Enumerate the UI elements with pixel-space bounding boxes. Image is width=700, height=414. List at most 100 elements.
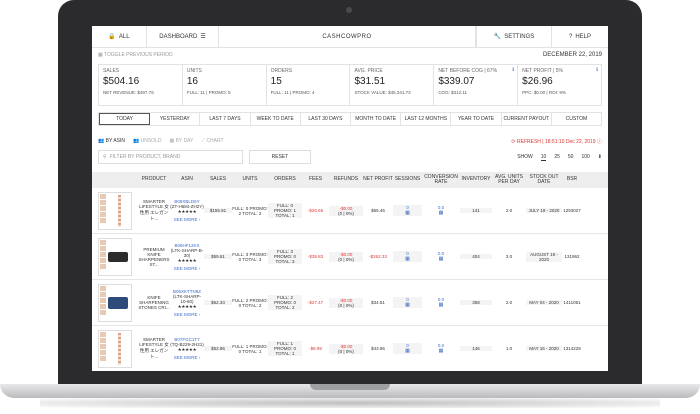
refunds-sub: (0 | 0%) xyxy=(338,302,354,308)
column-header[interactable]: REFUNDS xyxy=(333,176,359,183)
column-header[interactable]: UNITS xyxy=(242,176,258,183)
summary-card: SALES $504.16 NET REVENUE: $497.76 xyxy=(99,65,183,105)
calendar-icon[interactable]: ▦ xyxy=(405,348,410,354)
show-option-100[interactable]: 100 xyxy=(581,154,590,160)
period-tab[interactable]: CUSTOM xyxy=(565,116,588,122)
column-header[interactable]: SESSIONS xyxy=(394,176,421,183)
column-header[interactable]: NET PROFIT xyxy=(363,176,393,183)
asin-link[interactable]: B07FGC1T7 xyxy=(174,337,200,342)
product-thumbnail[interactable] xyxy=(98,237,132,276)
column-header[interactable]: SALES xyxy=(209,176,227,183)
chart-view[interactable]: ⟋ CHART xyxy=(201,138,223,144)
info-icon[interactable]: ℹ xyxy=(596,67,598,73)
avg-units-cell: 2.0 xyxy=(505,300,513,305)
see-more-link[interactable]: SEE MORE › xyxy=(173,311,201,317)
see-more-label: SEE MORE xyxy=(173,311,198,317)
refresh-button[interactable]: ⟳ REFRESH | 18:51:10 Dec 22, 2019 ⓘ xyxy=(511,138,602,145)
refunds-value: -$0.00 xyxy=(339,343,353,349)
net-profit-cell: $43.96 xyxy=(371,346,385,351)
sessions-cell: 0 ▦ xyxy=(393,343,422,354)
sharpener-image xyxy=(108,251,128,262)
filter-row: ⚲ FILTER BY PRODUCT, BRAND RESET SHOW 10… xyxy=(92,150,608,164)
see-more-label: SEE MORE xyxy=(173,217,198,222)
asin-link[interactable]: B09HF12KX xyxy=(174,242,200,248)
see-more-link[interactable]: SEE MORE › xyxy=(173,355,201,360)
table-row[interactable]: PREMIUM KNIFE SHARPENERS ST... B09HF12KX… xyxy=(92,234,608,280)
product-thumbnail[interactable] xyxy=(98,283,132,322)
bsr-cell: 1411051 xyxy=(563,300,581,305)
show-option-25[interactable]: 25 xyxy=(554,154,560,160)
card-value: $504.16 xyxy=(103,76,140,87)
dashboard-menu[interactable]: DASHBOARD ☰ xyxy=(147,26,219,47)
by-day-view[interactable]: ▦ BY DAY xyxy=(169,138,193,144)
card-sub: FULL: 11 | PROMO: 4 xyxy=(270,90,315,95)
column-header[interactable]: ASIN xyxy=(181,176,193,183)
table-row[interactable]: SMARTER LIFESTYLE 女性用 エレガント... B09XBLD6Y… xyxy=(92,188,608,234)
users-icon: 👥 xyxy=(133,138,140,144)
info-icon[interactable]: ℹ xyxy=(512,67,515,73)
column-header[interactable]: INVENTORY xyxy=(461,176,491,183)
sessions-cell: 0 ▦ xyxy=(393,297,422,308)
by-asin-view[interactable]: 👥 BY ASIN xyxy=(98,138,125,144)
rating-stars: ★★★★★ xyxy=(177,347,197,352)
calendar-icon[interactable]: ▦ xyxy=(438,256,444,262)
period-tab[interactable]: LAST 12 MONTHS xyxy=(401,113,452,125)
all-button[interactable]: 🔒 ALL xyxy=(92,26,147,47)
see-more-link[interactable]: SEE MORE › xyxy=(173,265,201,271)
see-more-label: SEE MORE xyxy=(173,265,198,271)
reset-button[interactable]: RESET xyxy=(249,150,311,164)
view-toggle-row: 👥 BY ASIN 👥 UNSOLD ▦ BY DAY ⟋ CHART ⟳ RE… xyxy=(92,136,608,146)
settings-button[interactable]: 🔧 SETTINGS xyxy=(476,26,552,47)
calendar-icon[interactable]: ▦ xyxy=(405,256,410,262)
period-tab[interactable]: CURRENT PAYOUT xyxy=(502,113,552,125)
show-option-10[interactable]: 10 xyxy=(540,153,547,161)
calendar-icon[interactable]: ▦ xyxy=(438,348,444,354)
stockout-cell: MAY 16 - 2020 xyxy=(526,346,562,351)
column-header[interactable]: BSR xyxy=(566,176,578,183)
asin-link[interactable]: B06XKTTN9Z xyxy=(172,288,201,294)
table-row[interactable]: KNIFE SHARPENING STONES CRI... B06XKTTN9… xyxy=(92,280,608,326)
card-sub: NET REVENUE: $497.76 xyxy=(103,90,154,95)
see-more-link[interactable]: SEE MORE › xyxy=(173,217,201,222)
product-name: SMARTER LIFESTYLE 女性用 エレガント... xyxy=(139,199,169,221)
period-tab[interactable]: TODAY xyxy=(99,113,151,125)
toggle-previous-period[interactable]: ▦ TOGGLE PREVIOUS PERIOD xyxy=(98,52,173,62)
calendar-icon[interactable]: ▦ xyxy=(405,210,410,216)
avg-units-cell: 2.0 xyxy=(505,208,513,213)
calendar-icon[interactable]: ▦ xyxy=(438,210,444,216)
period-tab[interactable]: YESTERDAY xyxy=(150,113,201,125)
table-row[interactable]: SMARTER LIFESTYLE 女性用 エレガント... B07FGC1T7… xyxy=(92,326,608,371)
period-tab[interactable]: LAST 7 DAYS xyxy=(200,113,251,125)
product-name: SMARTER LIFESTYLE 女性用 エレガント... xyxy=(139,337,169,359)
help-button[interactable]: ? HELP xyxy=(552,26,608,47)
column-header[interactable]: STOCK OUT DATE xyxy=(529,173,559,185)
card-label: NET PROFIT | 5% xyxy=(522,68,563,74)
inventory-cell: 404 xyxy=(460,254,492,259)
period-tab[interactable]: YEAR TO DATE xyxy=(451,113,502,125)
column-header[interactable]: CONVERSION RATE xyxy=(424,173,458,185)
unsold-view[interactable]: 👥 UNSOLD xyxy=(133,138,161,144)
product-thumbnail[interactable] xyxy=(98,191,132,230)
sales-cell: $59.61 xyxy=(204,254,232,259)
stockout-cell: MAY 04 - 2020 xyxy=(526,300,562,305)
avg-units-cell: 1.0 xyxy=(505,346,513,351)
asin-link[interactable]: B09XBLD6Y xyxy=(174,199,200,204)
refunds-sub: (0 | 0%) xyxy=(338,210,354,216)
settings-label: SETTINGS xyxy=(504,33,535,40)
column-header[interactable]: PRODUCT xyxy=(141,176,167,183)
thumbnail-strip xyxy=(100,239,106,276)
conversion-cell: 0.0 ▦ xyxy=(422,297,460,308)
show-option-50[interactable]: 50 xyxy=(567,154,574,160)
download-icon[interactable]: ⬇ xyxy=(597,154,602,160)
calendar-icon[interactable]: ▦ xyxy=(405,302,410,308)
column-header[interactable]: AVG. UNITS PER DAY xyxy=(495,173,523,185)
calendar-icon[interactable]: ▦ xyxy=(438,302,444,308)
period-tab[interactable]: LAST 30 DAYS xyxy=(301,113,352,125)
period-tab[interactable]: WEEK TO DATE xyxy=(251,113,301,125)
column-header[interactable]: ORDERS xyxy=(274,176,296,183)
period-tab[interactable]: MONTH TO DATE xyxy=(351,113,402,125)
info-icon: ⓘ xyxy=(596,138,602,145)
product-thumbnail[interactable] xyxy=(98,329,132,368)
column-header[interactable]: FEES xyxy=(308,176,323,183)
filter-input[interactable]: ⚲ FILTER BY PRODUCT, BRAND xyxy=(98,150,243,164)
